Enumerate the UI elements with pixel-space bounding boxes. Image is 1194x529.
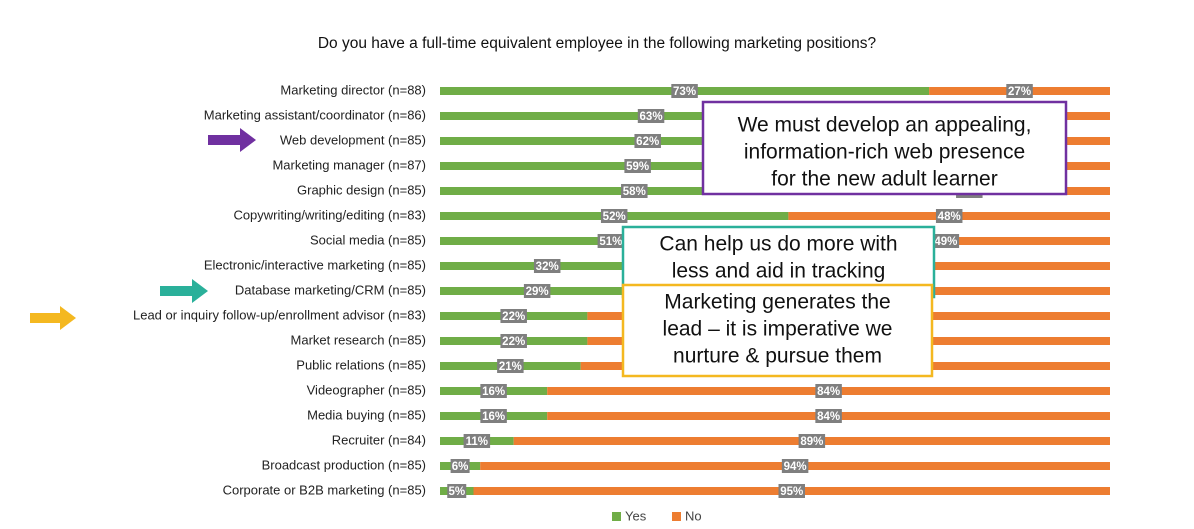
value-label: 11% [466, 436, 488, 448]
value-label-bg [463, 434, 491, 448]
value-label-bg [500, 309, 527, 323]
value-label-bg [480, 409, 507, 423]
value-label-bg [932, 234, 960, 248]
y-tick-label: Media buying (n=85) [307, 407, 426, 422]
value-label-bg [447, 484, 467, 498]
y-tick-label: Corporate or B2B marketing (n=85) [223, 482, 426, 497]
annotation-text: Marketing generates the [664, 291, 890, 314]
y-tick-label: Copywriting/writing/editing (n=83) [233, 207, 426, 222]
value-label: 94% [784, 461, 807, 473]
value-label: 84% [817, 386, 840, 398]
value-label: 22% [502, 336, 525, 348]
value-label-bg [600, 209, 628, 223]
legend-swatch [672, 512, 681, 521]
value-label-bg [815, 384, 842, 398]
y-tick-label: Recruiter (n=84) [332, 432, 426, 447]
y-tick-label: Videographer (n=85) [307, 382, 426, 397]
value-label: 27% [1008, 86, 1031, 98]
value-label: 49% [934, 236, 957, 248]
value-label-bg [815, 409, 842, 423]
y-tick-label: Graphic design (n=85) [297, 182, 426, 197]
value-label: 6% [452, 461, 469, 473]
value-label-bg [798, 434, 826, 448]
y-tick-label: Social media (n=85) [310, 232, 426, 247]
value-label-bg [781, 459, 809, 473]
value-label-bg [533, 259, 561, 273]
value-label: 89% [800, 436, 823, 448]
annotation-text: Can help us do more with [659, 233, 897, 256]
value-label: 58% [623, 186, 646, 198]
y-tick-label: Broadcast production (n=85) [262, 457, 426, 472]
value-label-bg [637, 109, 665, 123]
arrow [208, 128, 256, 152]
value-label: 16% [482, 386, 505, 398]
value-label-bg [621, 184, 648, 198]
arrow [160, 279, 208, 303]
value-label-bg [634, 134, 661, 148]
value-label-bg [935, 209, 963, 223]
y-tick-label: Lead or inquiry follow-up/enrollment adv… [133, 307, 426, 322]
y-tick-label: Marketing assistant/coordinator (n=86) [204, 107, 426, 122]
value-label-bg [624, 159, 651, 173]
annotation-text: nurture & pursue them [673, 345, 882, 368]
y-tick-label: Marketing director (n=88) [280, 82, 426, 97]
legend-label: No [685, 508, 702, 523]
chart-title: Do you have a full-time equivalent emplo… [318, 35, 877, 52]
value-label: 95% [780, 486, 803, 498]
value-label: 22% [502, 311, 525, 323]
value-label-bg [1006, 84, 1033, 98]
legend-label: Yes [625, 508, 647, 523]
value-label: 29% [526, 286, 549, 298]
value-label: 52% [603, 211, 626, 223]
y-tick-label: Marketing manager (n=87) [272, 157, 426, 172]
value-label-bg [671, 84, 698, 98]
value-label: 59% [626, 161, 649, 173]
value-label: 51% [599, 236, 622, 248]
value-label-bg [450, 459, 470, 473]
annotation-text: We must develop an appealing, [738, 114, 1032, 137]
y-tick-label: Database marketing/CRM (n=85) [235, 282, 426, 297]
annotation-text: lead – it is imperative we [663, 318, 893, 341]
annotation-text: for the new adult learner [771, 168, 997, 191]
annotation-box [701, 100, 1068, 196]
value-label: 16% [482, 411, 505, 423]
value-label-bg [597, 234, 625, 248]
value-label: 63% [640, 111, 663, 123]
value-label: 5% [448, 486, 465, 498]
value-label: 62% [636, 136, 659, 148]
legend-swatch [612, 512, 621, 521]
y-tick-label: Web development (n=85) [280, 132, 426, 147]
y-tick-label: Market research (n=85) [291, 332, 426, 347]
value-label-bg [497, 359, 524, 373]
annotation-box [621, 283, 934, 378]
value-label: 21% [499, 361, 522, 373]
value-label-bg [523, 284, 551, 298]
y-tick-label: Electronic/interactive marketing (n=85) [204, 257, 426, 272]
value-label-bg [480, 384, 507, 398]
annotation-text: information-rich web presence [744, 141, 1025, 164]
value-label: 84% [817, 411, 840, 423]
value-label: 73% [673, 86, 696, 98]
y-tick-label: Public relations (n=85) [296, 357, 426, 372]
annotation-text: less and aid in tracking [672, 260, 886, 283]
value-label-bg [500, 334, 527, 348]
value-label: 32% [536, 261, 559, 273]
arrow [30, 306, 76, 330]
value-label: 48% [938, 211, 961, 223]
value-label-bg [778, 484, 805, 498]
